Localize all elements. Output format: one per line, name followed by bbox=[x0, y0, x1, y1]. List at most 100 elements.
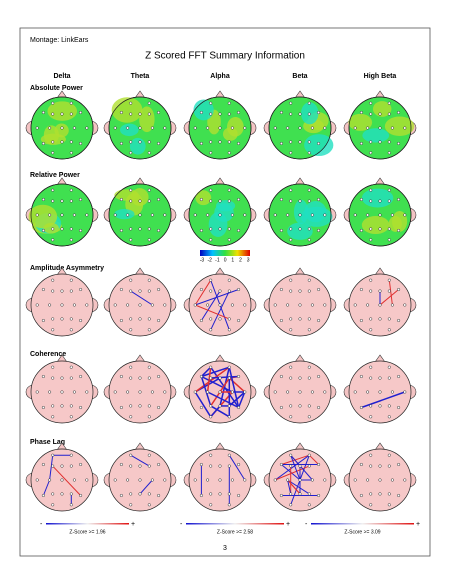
electrode bbox=[199, 141, 203, 146]
electrode bbox=[41, 462, 45, 467]
electrode bbox=[390, 126, 394, 130]
electrode bbox=[138, 492, 142, 496]
electrode bbox=[286, 213, 290, 217]
electrode bbox=[138, 376, 142, 380]
head-map bbox=[343, 267, 417, 337]
page-number: 3 bbox=[223, 545, 227, 552]
ear bbox=[343, 120, 351, 136]
electrode bbox=[289, 376, 293, 380]
ear bbox=[329, 297, 337, 313]
ear bbox=[25, 297, 33, 313]
electrode bbox=[193, 303, 197, 307]
electrode bbox=[51, 453, 55, 457]
electrode bbox=[369, 365, 373, 369]
electrode bbox=[387, 101, 391, 105]
electrode bbox=[366, 478, 370, 482]
nose bbox=[134, 90, 146, 99]
electrode bbox=[69, 464, 73, 468]
electrode bbox=[317, 405, 321, 410]
column-header: Delta bbox=[53, 73, 70, 80]
electrode bbox=[307, 238, 311, 242]
electrode bbox=[366, 390, 370, 394]
electrode bbox=[286, 390, 290, 394]
electrode bbox=[69, 289, 73, 293]
electrode bbox=[206, 390, 210, 394]
legend-minus: - bbox=[305, 521, 308, 528]
head-map bbox=[343, 90, 417, 160]
electrode bbox=[138, 213, 142, 217]
electrode bbox=[209, 453, 213, 457]
electrode bbox=[206, 213, 210, 217]
electrode bbox=[72, 390, 76, 394]
connection bbox=[228, 391, 246, 407]
electrode bbox=[157, 405, 161, 410]
nose bbox=[134, 442, 146, 451]
connection bbox=[275, 465, 310, 481]
electrode bbox=[403, 303, 407, 307]
nose bbox=[214, 177, 226, 186]
ear bbox=[249, 297, 257, 313]
electrode bbox=[79, 110, 83, 115]
electrode bbox=[387, 404, 391, 408]
electrode bbox=[378, 464, 382, 468]
nose bbox=[56, 442, 68, 451]
electrode bbox=[227, 289, 231, 293]
z-blob bbox=[287, 222, 313, 240]
electrode bbox=[129, 365, 133, 369]
electrode bbox=[51, 503, 55, 507]
electrode bbox=[298, 289, 302, 293]
connection bbox=[130, 290, 153, 306]
electrode bbox=[289, 464, 293, 468]
electrode bbox=[227, 151, 231, 155]
electrode bbox=[307, 227, 311, 231]
electrode bbox=[369, 503, 373, 507]
color-scale-tick: 2 bbox=[239, 257, 242, 263]
electrode bbox=[227, 503, 231, 507]
head-map bbox=[25, 354, 99, 424]
electrode bbox=[286, 478, 290, 482]
electrode bbox=[230, 213, 234, 217]
electrode bbox=[35, 213, 39, 217]
electrode bbox=[387, 151, 391, 155]
electrode bbox=[387, 365, 391, 369]
nose bbox=[214, 90, 226, 99]
electrode bbox=[298, 112, 302, 116]
electrode bbox=[51, 289, 55, 293]
electrode bbox=[227, 492, 231, 496]
ear bbox=[249, 120, 257, 136]
electrode bbox=[147, 404, 151, 408]
color-scale-tick: -3 bbox=[200, 257, 205, 263]
electrode bbox=[289, 328, 293, 332]
ear bbox=[183, 297, 191, 313]
electrode bbox=[41, 493, 45, 498]
electrode bbox=[397, 228, 401, 233]
electrode bbox=[307, 317, 311, 321]
electrode bbox=[72, 126, 76, 130]
electrode bbox=[147, 503, 151, 507]
electrode bbox=[206, 478, 210, 482]
electrode bbox=[359, 110, 363, 115]
head-map bbox=[25, 442, 99, 512]
electrode bbox=[387, 199, 391, 203]
connection bbox=[210, 391, 221, 407]
nose bbox=[374, 442, 386, 451]
electrode bbox=[48, 213, 52, 217]
electrode bbox=[209, 199, 213, 203]
connection bbox=[210, 405, 221, 418]
nose bbox=[374, 177, 386, 186]
electrode bbox=[378, 376, 382, 380]
electrode bbox=[72, 303, 76, 307]
electrode bbox=[129, 227, 133, 231]
electrode bbox=[150, 126, 154, 130]
electrode bbox=[317, 374, 321, 379]
color-scale-tick: 0 bbox=[224, 257, 227, 263]
electrode bbox=[138, 404, 142, 408]
electrode bbox=[378, 126, 382, 130]
electrode bbox=[138, 303, 142, 307]
electrode bbox=[397, 462, 401, 467]
ear bbox=[263, 384, 271, 400]
electrode bbox=[119, 197, 123, 202]
electrode bbox=[359, 287, 363, 292]
electrode bbox=[209, 376, 213, 380]
electrode bbox=[353, 213, 357, 217]
